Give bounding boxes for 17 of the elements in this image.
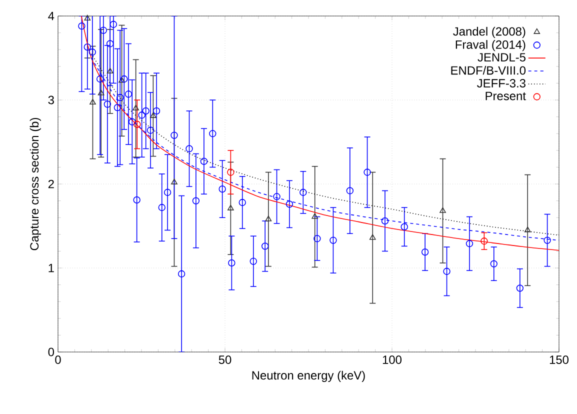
x-tick-label: 100: [382, 356, 402, 364]
y-tick-label: 3: [48, 96, 54, 104]
legend-label: Jandel (2008): [453, 26, 526, 38]
legend-label: Fraval (2014): [456, 40, 526, 52]
legend-label: JENDL-5: [478, 53, 526, 62]
legend-label: JEFF-3.3: [477, 79, 526, 88]
legend-label: Present: [486, 92, 526, 100]
y-tick-label: 2: [48, 180, 54, 188]
y-axis-title: Capture cross section (b): [30, 118, 41, 250]
y-tick-label: 0: [48, 348, 54, 356]
x-axis-title: Neutron energy (keV): [252, 370, 365, 382]
x-tick-label: 0: [55, 356, 61, 364]
y-tick-label: 1: [48, 264, 54, 272]
x-tick-label: 50: [218, 356, 232, 364]
y-tick-label: 4: [48, 12, 54, 20]
x-tick-label: 150: [550, 356, 569, 364]
legend-label: ENDF/B-VIII.0: [451, 66, 526, 75]
